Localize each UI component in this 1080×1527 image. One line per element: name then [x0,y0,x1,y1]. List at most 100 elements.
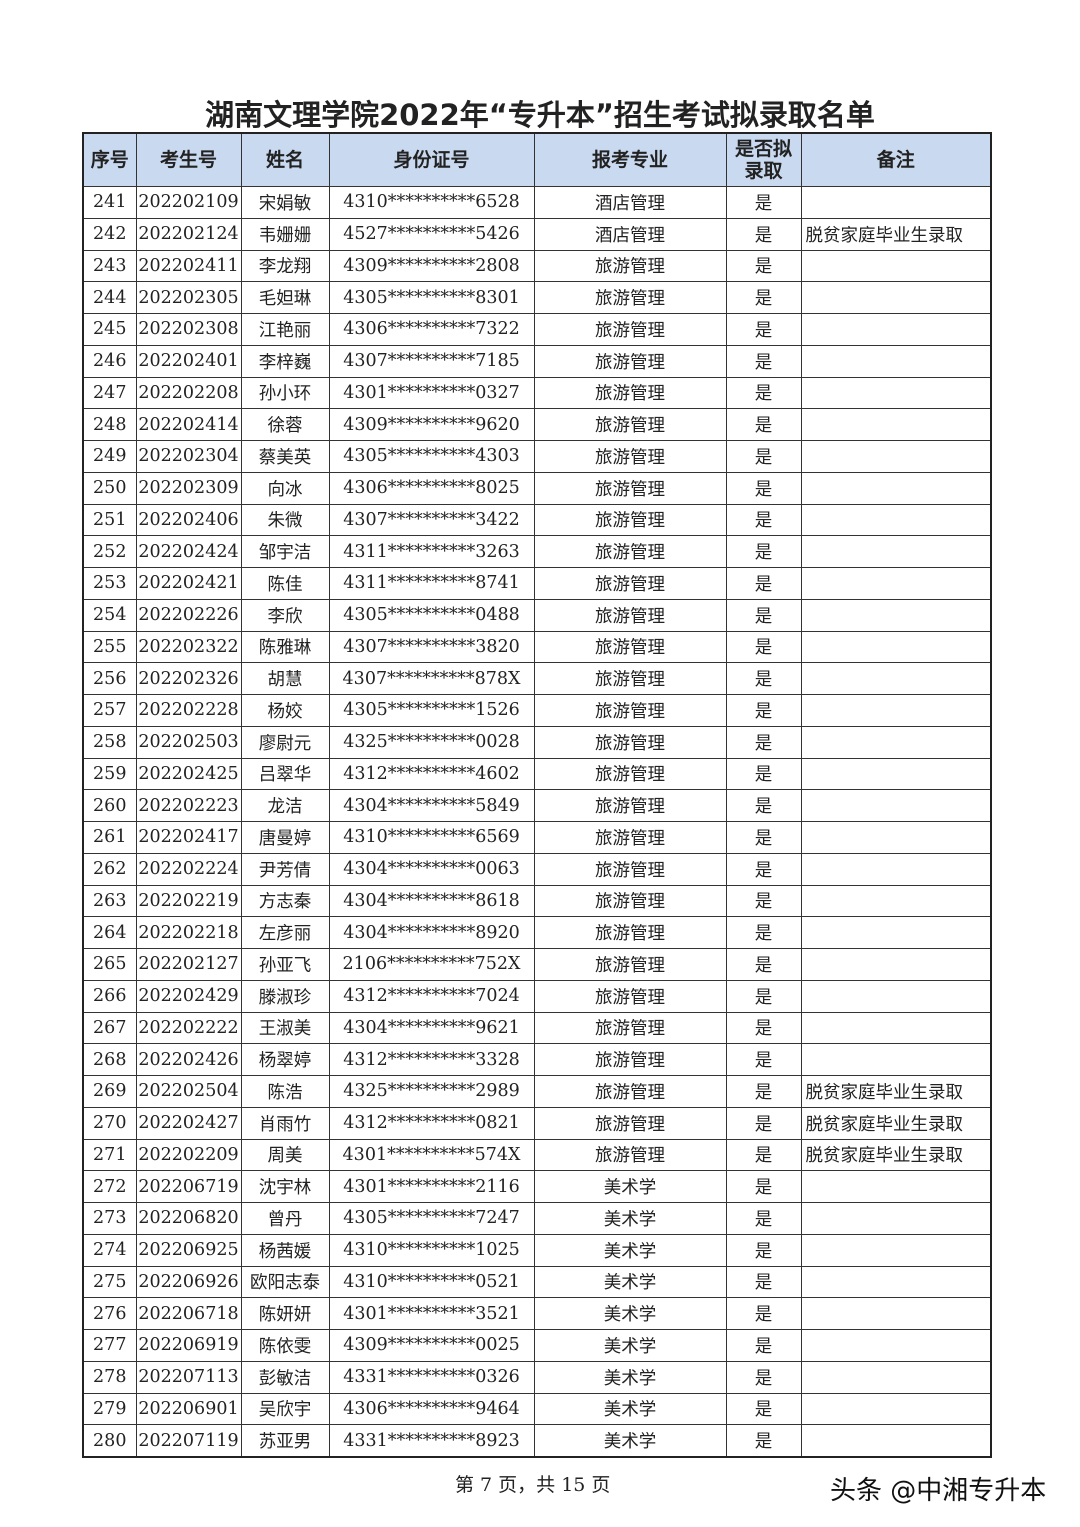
cell-remark [800,1424,992,1458]
table-row: 276 202206718 陈妍妍 4301**********3521 美术学是 [82,1297,992,1330]
cell-remark: 脱贫家庭毕业生录取 [800,1138,992,1172]
cell-major: 旅游管理 [533,630,727,664]
table-row: 257 202202228 杨姣 4305**********1526 旅游管理是 [82,694,992,727]
cell-admitted: 是 [725,1106,802,1140]
cell-seq: 276 [82,1297,137,1330]
cell-id-no: 4304**********9621 [328,1011,535,1045]
cell-seq: 266 [82,979,137,1013]
cell-exam-no: 202202411 [135,249,242,283]
cell-id-no: 4310**********1025 [328,1233,535,1267]
cell-major: 旅游管理 [533,662,727,695]
cell-remark [800,1297,992,1330]
cell-name: 胡慧 [240,662,330,695]
cell-admitted: 是 [725,1392,802,1426]
cell-admitted: 是 [725,1202,802,1235]
cell-exam-no: 202206926 [135,1265,242,1299]
cell-exam-no: 202202124 [135,217,242,251]
cell-major: 旅游管理 [533,535,727,568]
cell-remark [800,503,992,537]
cell-name: 滕淑珍 [240,979,330,1013]
table-row: 274 202206925 杨茜媛 4310**********1025 美术学是 [82,1233,992,1267]
cell-admitted: 是 [725,535,802,568]
cell-remark [800,757,992,791]
cell-seq: 241 [82,186,137,219]
cell-exam-no: 202202208 [135,376,242,410]
cell-seq: 263 [82,884,137,918]
cell-name: 陈妍妍 [240,1297,330,1330]
cell-major: 美术学 [533,1424,727,1458]
table-row: 258 202202503 廖尉元 4325**********0028 旅游管理是 [82,725,992,759]
table-row: 251 202202406 朱微 4307**********3422 旅游管理是 [82,503,992,537]
cell-name: 陈依雯 [240,1329,330,1362]
cell-seq: 258 [82,725,137,759]
cell-seq: 275 [82,1265,137,1299]
cell-major: 旅游管理 [533,440,727,473]
cell-name: 龙洁 [240,789,330,822]
cell-admitted: 是 [725,1265,802,1299]
cell-name: 王淑美 [240,1011,330,1045]
cell-remark [800,249,992,283]
cell-seq: 279 [82,1392,137,1426]
cell-id-no: 4312**********0821 [328,1106,535,1140]
cell-major: 美术学 [533,1360,727,1394]
cell-admitted: 是 [725,1329,802,1362]
cell-major: 旅游管理 [533,598,727,632]
cell-major: 美术学 [533,1233,727,1267]
cell-name: 杨茜媛 [240,1233,330,1267]
table-row: 267 202202222 王淑美 4304**********9621 旅游管理是 [82,1011,992,1045]
cell-seq: 274 [82,1233,137,1267]
cell-remark [800,598,992,632]
cell-name: 朱微 [240,503,330,537]
table-row: 260 202202223 龙洁 4304**********5849 旅游管理是 [82,789,992,822]
cell-name: 杨翠婷 [240,1043,330,1076]
cell-major: 旅游管理 [533,694,727,727]
cell-exam-no: 202202414 [135,408,242,441]
cell-name: 欧阳志泰 [240,1265,330,1299]
cell-remark [800,948,992,981]
cell-admitted: 是 [725,1138,802,1172]
cell-exam-no: 202202309 [135,471,242,505]
cell-exam-no: 202202429 [135,979,242,1013]
cell-major: 旅游管理 [533,789,727,822]
cell-exam-no: 202202224 [135,852,242,886]
table-row: 254 202202226 李欣 4305**********0488 旅游管理是 [82,598,992,632]
cell-id-no: 4311**********3263 [328,535,535,568]
cell-id-no: 4306**********8025 [328,471,535,505]
cell-seq: 255 [82,630,137,664]
cell-remark [800,662,992,695]
cell-remark [800,916,992,949]
cell-major: 旅游管理 [533,281,727,314]
cell-admitted: 是 [725,408,802,441]
table-row: 261 202202417 唐曼婷 4310**********6569 旅游管理是 [82,821,992,854]
table-body: 241 202202109 宋娟敏 4310**********6528 酒店管理是 24… [82,186,992,1458]
cell-seq: 259 [82,757,137,791]
cell-major: 美术学 [533,1202,727,1235]
cell-id-no: 4305**********4303 [328,440,535,473]
cell-name: 杨姣 [240,694,330,727]
cell-admitted: 是 [725,916,802,949]
table-row: 271 202202209 周美 4301**********574X 旅游管理是脱贫家… [82,1138,992,1172]
cell-admitted: 是 [725,1360,802,1394]
cell-name: 吕翠华 [240,757,330,791]
cell-id-no: 4304**********8618 [328,884,535,918]
cell-seq: 277 [82,1329,137,1362]
cell-name: 李梓巍 [240,344,330,378]
cell-id-no: 4305**********8301 [328,281,535,314]
cell-major: 美术学 [533,1170,727,1203]
cell-seq: 278 [82,1360,137,1394]
cell-exam-no: 202206919 [135,1329,242,1362]
cell-major: 旅游管理 [533,916,727,949]
cell-major: 旅游管理 [533,567,727,600]
cell-exam-no: 202202322 [135,630,242,664]
cell-remark: 脱贫家庭毕业生录取 [800,1075,992,1108]
cell-name: 尹芳倩 [240,852,330,886]
cell-major: 旅游管理 [533,1011,727,1045]
cell-seq: 273 [82,1202,137,1235]
table-row: 263 202202219 方志秦 4304**********8618 旅游管理是 [82,884,992,918]
cell-id-no: 4305**********0488 [328,598,535,632]
cell-remark [800,725,992,759]
table-row: 250 202202309 向冰 4306**********8025 旅游管理是 [82,471,992,505]
cell-id-no: 4309**********0025 [328,1329,535,1362]
cell-admitted: 是 [725,630,802,664]
table-row: 280 202207119 苏亚男 4331**********8923 美术学是 [82,1424,992,1458]
